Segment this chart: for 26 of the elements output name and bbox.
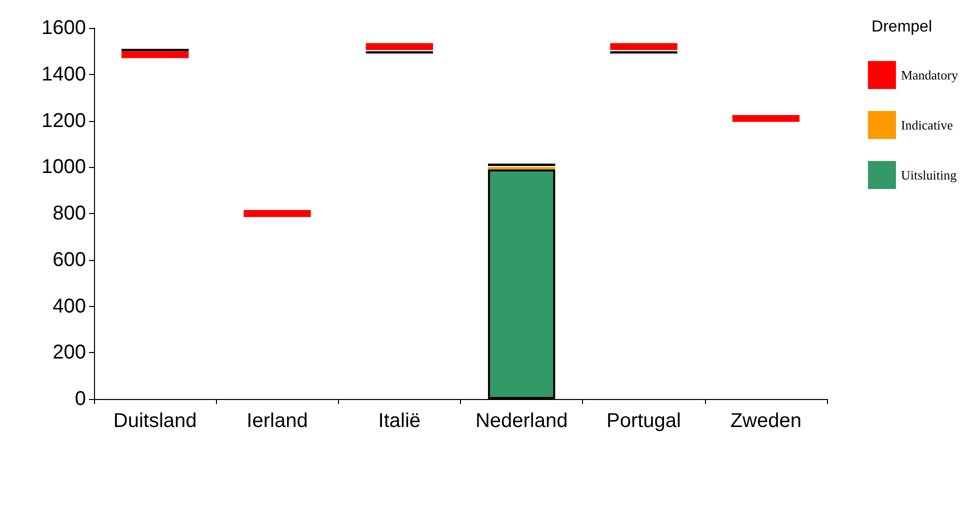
x-tick-label: Italië xyxy=(378,410,421,432)
bar xyxy=(610,51,678,54)
x-tick-label: Portugal xyxy=(606,410,681,432)
bar xyxy=(121,51,189,58)
y-tick-label: 800 xyxy=(52,202,86,224)
y-tick-label: 1000 xyxy=(42,156,86,178)
y-tick-label: 1400 xyxy=(42,63,86,86)
legend-label: Mandatory xyxy=(900,68,958,82)
y-tick-label: 1200 xyxy=(42,110,86,132)
legend-title: Drempel xyxy=(872,18,932,36)
x-tick-label: Zweden xyxy=(730,410,802,432)
bar xyxy=(244,210,311,217)
legend-label: Uitsluiting xyxy=(900,168,958,182)
bar xyxy=(366,51,434,54)
x-tick-label: Duitsland xyxy=(113,410,197,432)
bar xyxy=(732,114,800,122)
legend-label: Indicative xyxy=(900,118,954,132)
x-tick-label: Ierland xyxy=(246,410,308,432)
y-tick-label: 200 xyxy=(52,342,86,364)
x-tick-label: Nederland xyxy=(475,410,568,432)
y-tick-label: 600 xyxy=(52,248,86,271)
y-tick-label: 0 xyxy=(74,388,86,410)
bar xyxy=(610,43,678,50)
bar xyxy=(366,43,434,50)
y-tick-label: 400 xyxy=(52,295,86,318)
y-tick-label: 1600 xyxy=(42,17,86,39)
